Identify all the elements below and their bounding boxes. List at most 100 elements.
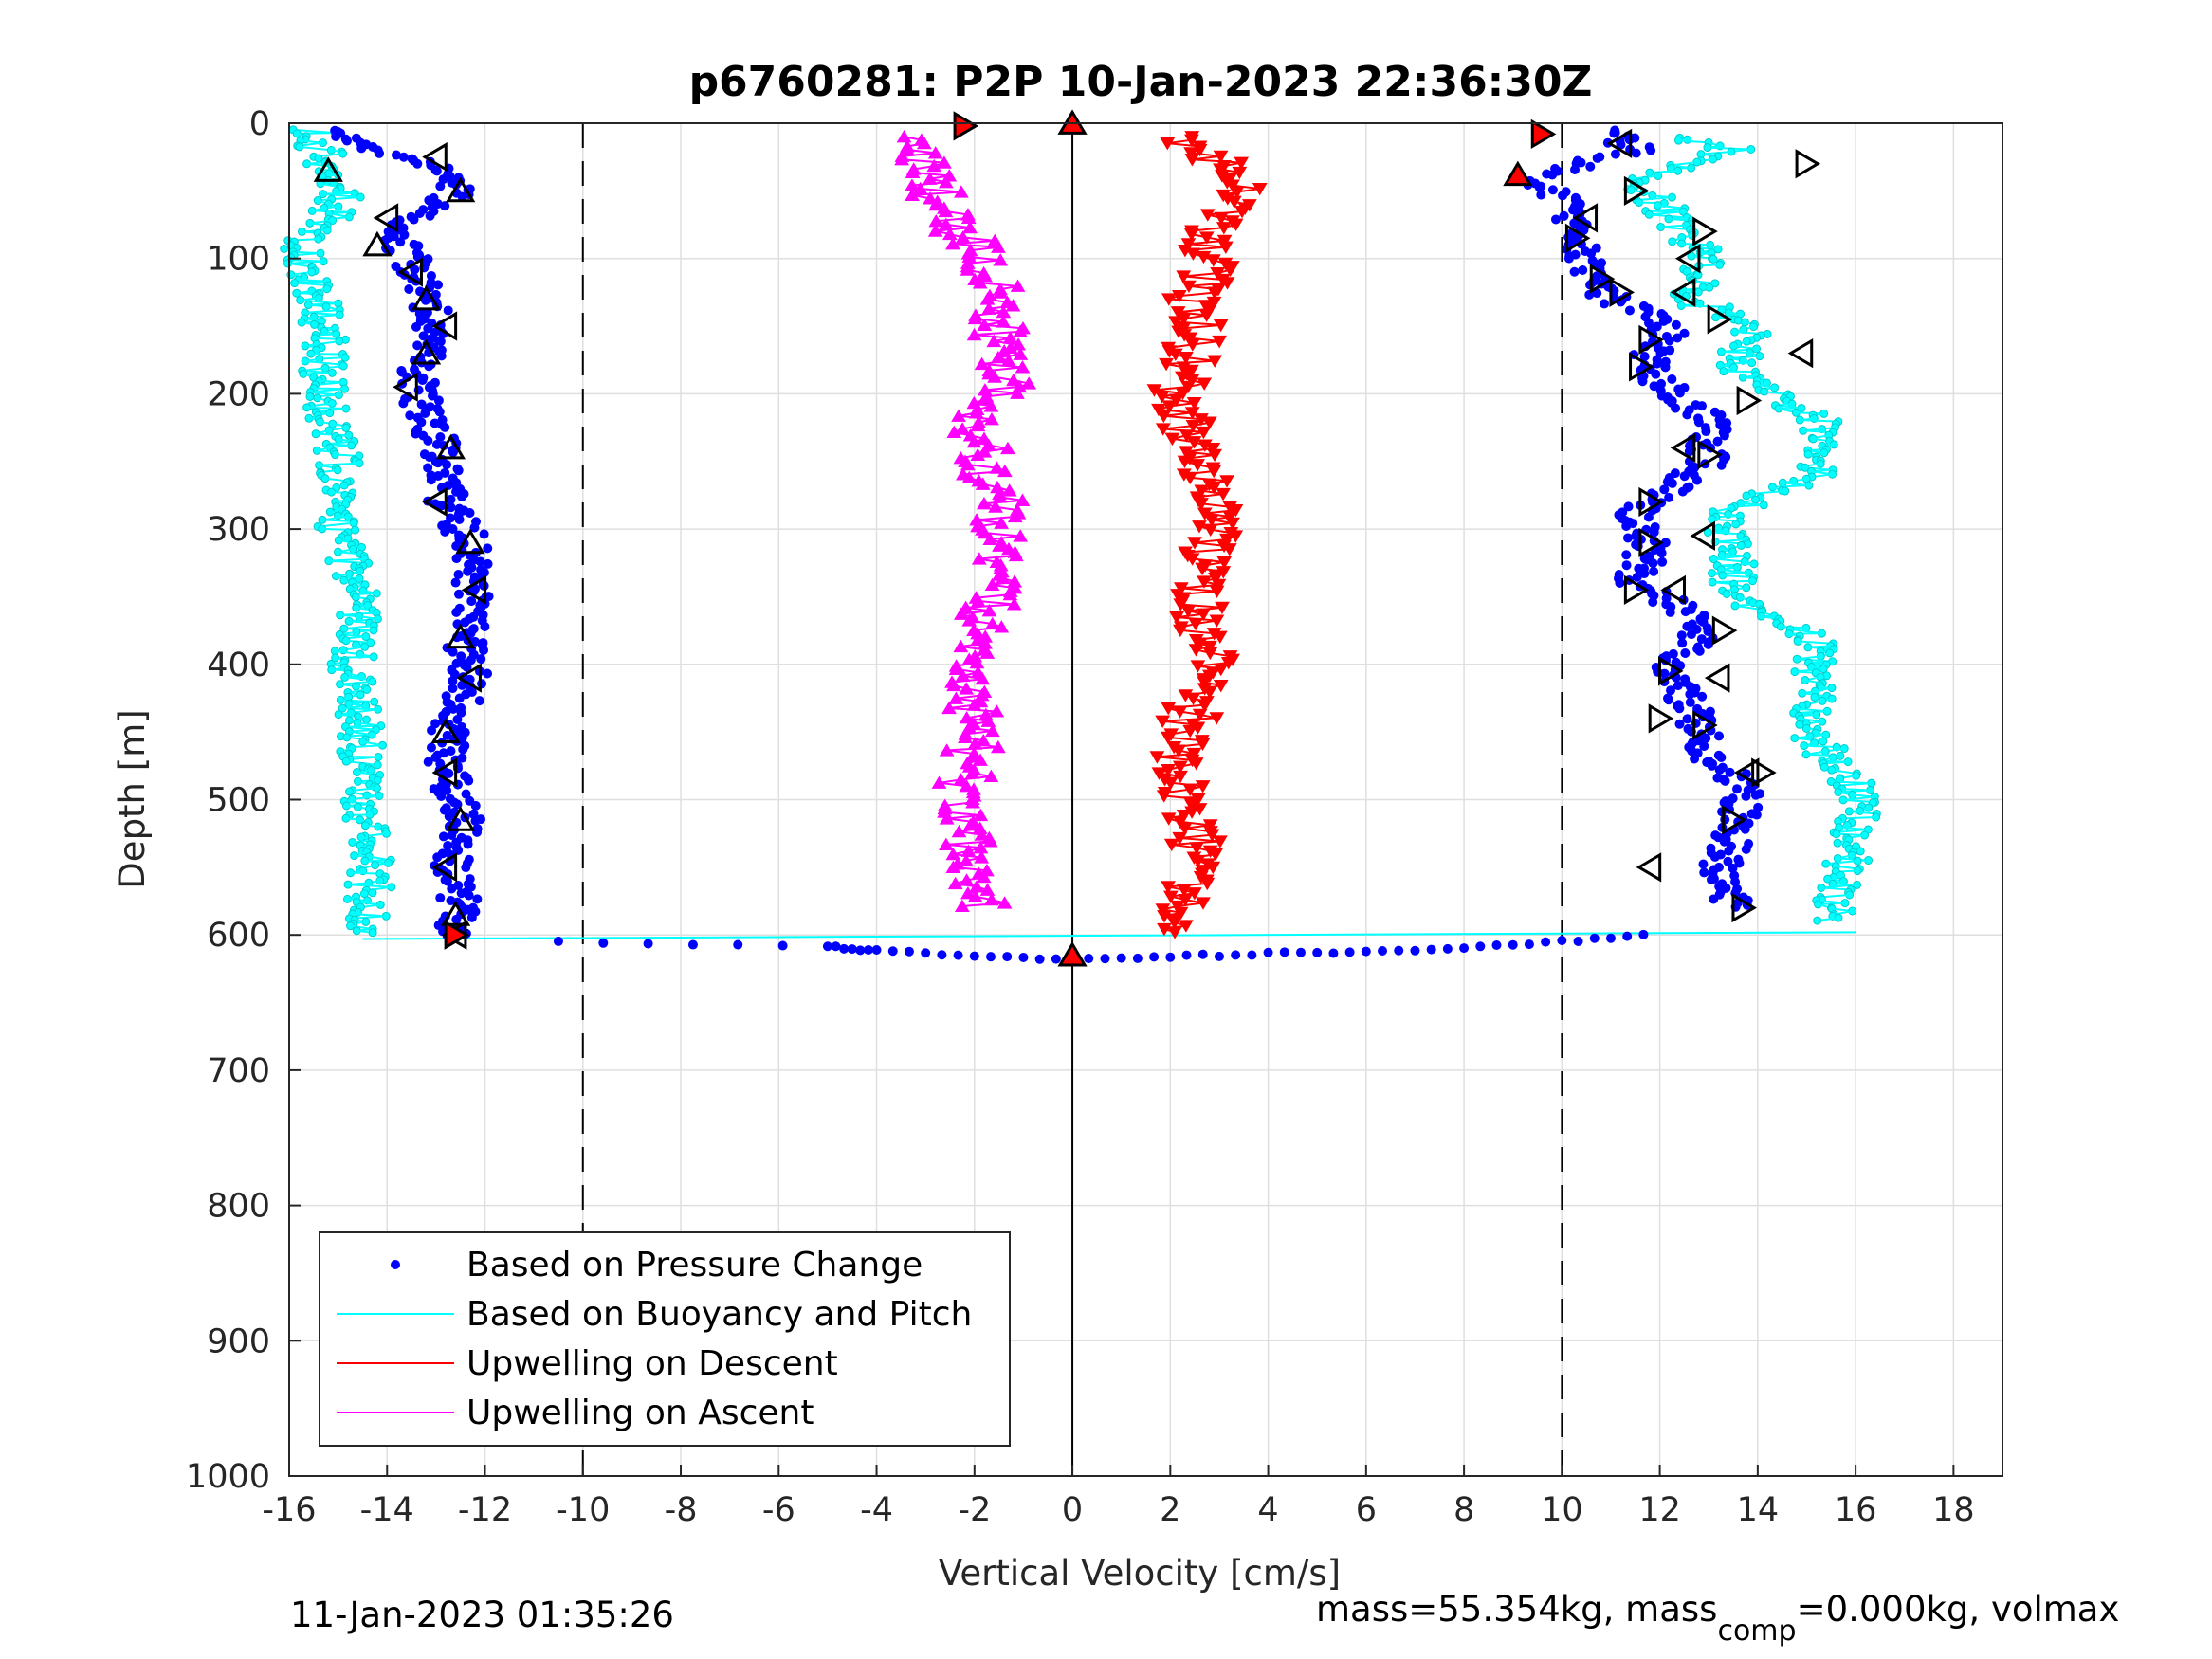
pressure-point <box>1569 218 1580 228</box>
pressure-point <box>418 331 429 341</box>
buoyancy-segment <box>1670 161 1697 167</box>
upwelling-descent-segment <box>1200 502 1231 508</box>
mass-text: mass=55.354kg, mass <box>1316 1589 1717 1630</box>
pressure-point <box>1696 634 1707 645</box>
pressure-point <box>1100 954 1110 964</box>
pressure-point <box>1658 316 1669 326</box>
upwelling-ascent-marker <box>992 538 1007 552</box>
pressure-point <box>399 229 410 240</box>
pressure-point <box>1181 950 1192 960</box>
pressure-point <box>1706 874 1716 884</box>
upwelling-ascent-marker <box>961 470 978 483</box>
pressure-point <box>1649 566 1659 576</box>
event-triangle <box>1609 277 1635 307</box>
buoyancy-segment <box>1794 737 1823 743</box>
buoyancy-pitch-series <box>280 125 396 938</box>
event-triangle <box>411 284 442 311</box>
upwelling-ascent-segment <box>952 243 999 248</box>
upwelling-descent-segment <box>1157 756 1193 761</box>
buoyancy-segment <box>1734 503 1764 508</box>
upwelling-ascent-segment <box>974 334 1011 339</box>
upwelling-ascent-segment <box>944 811 981 817</box>
event-triangle <box>313 156 343 182</box>
pressure-point <box>433 471 444 482</box>
pressure-point <box>1663 695 1673 705</box>
upwelling-ascent-segment <box>984 389 1018 394</box>
upwelling-ascent-segment <box>920 188 961 193</box>
pressure-point <box>411 428 421 439</box>
pressure-point <box>1116 953 1126 963</box>
upwelling-ascent-marker <box>989 704 1005 718</box>
pressure-point <box>1508 939 1518 950</box>
pressure-point <box>470 800 481 811</box>
pressure-point <box>483 543 493 554</box>
upwelling-descent-segment <box>1175 320 1221 326</box>
pressure-point <box>1677 486 1688 497</box>
upwelling-ascent-segment <box>939 781 967 788</box>
pressure-point <box>451 658 462 668</box>
pressure-point <box>1685 689 1695 700</box>
upwelling-ascent-segment <box>984 385 1020 392</box>
pressure-point <box>1694 646 1705 656</box>
pressure-point <box>1673 681 1683 691</box>
pressure-point <box>1734 858 1745 868</box>
pressure-point <box>1605 933 1616 943</box>
event-triangle <box>1795 149 1821 179</box>
pressure-point <box>1674 703 1685 714</box>
upwelling-ascent-segment <box>965 730 993 736</box>
upwelling-descent-segment <box>1178 311 1207 317</box>
pressure-point <box>1632 572 1642 582</box>
pressure-point <box>412 340 423 351</box>
upwelling-descent-segment <box>1192 158 1242 164</box>
pressure-point <box>444 768 454 778</box>
pressure-point <box>1699 867 1709 878</box>
event-triangle <box>1606 128 1633 159</box>
pressure-point <box>1703 626 1713 636</box>
upwelling-ascent-segment <box>935 227 971 232</box>
x-tick-label: 6 <box>1356 1491 1377 1529</box>
buoyancy-segment <box>1772 484 1809 488</box>
pressure-point <box>1673 333 1683 343</box>
event-triangle <box>431 311 458 341</box>
event-triangle <box>1731 893 1758 923</box>
pressure-point <box>1715 420 1726 430</box>
pressure-point <box>453 589 464 599</box>
upwelling-descent-segment <box>1232 184 1260 191</box>
pressure-point <box>452 714 463 724</box>
pressure-point <box>1426 944 1436 955</box>
upwelling-descent-segment <box>1167 736 1202 742</box>
x-tick-label: -8 <box>665 1491 698 1529</box>
event-triangle <box>1638 527 1664 557</box>
pressure-point <box>433 395 444 406</box>
pressure-point <box>454 514 465 524</box>
buoyancy-segment <box>1751 490 1785 495</box>
pressure-point <box>921 948 931 958</box>
buoyancy-segment <box>1798 640 1834 645</box>
pressure-point <box>469 522 480 533</box>
pressure-point <box>1459 943 1470 954</box>
event-triangle <box>1629 352 1654 382</box>
x-tick-label: 10 <box>1541 1491 1583 1529</box>
pressure-point <box>1719 430 1729 441</box>
buoyancy-segment <box>302 372 333 375</box>
pressure-point <box>1709 851 1720 862</box>
pressure-point <box>1693 417 1704 428</box>
upwelling-descent-segment <box>1183 323 1221 330</box>
event-triangle <box>446 176 476 203</box>
pressure-point <box>423 757 433 767</box>
pressure-point <box>414 208 425 218</box>
event-triangle <box>440 901 471 926</box>
legend-box <box>319 1231 1011 1447</box>
buoyancy-segment <box>1818 902 1845 905</box>
pressure-point <box>1547 170 1558 180</box>
event-triangle <box>430 718 461 744</box>
buoyancy-segment <box>1842 816 1876 820</box>
upwelling-ascent-marker <box>974 828 990 841</box>
event-triangle-filled <box>1057 940 1088 967</box>
upwelling-ascent-marker <box>977 496 992 510</box>
x-tick-label: 18 <box>1932 1491 1975 1529</box>
pressure-point <box>1610 149 1620 159</box>
pressure-point <box>404 284 414 295</box>
upwelling-ascent-segment <box>976 519 1002 524</box>
